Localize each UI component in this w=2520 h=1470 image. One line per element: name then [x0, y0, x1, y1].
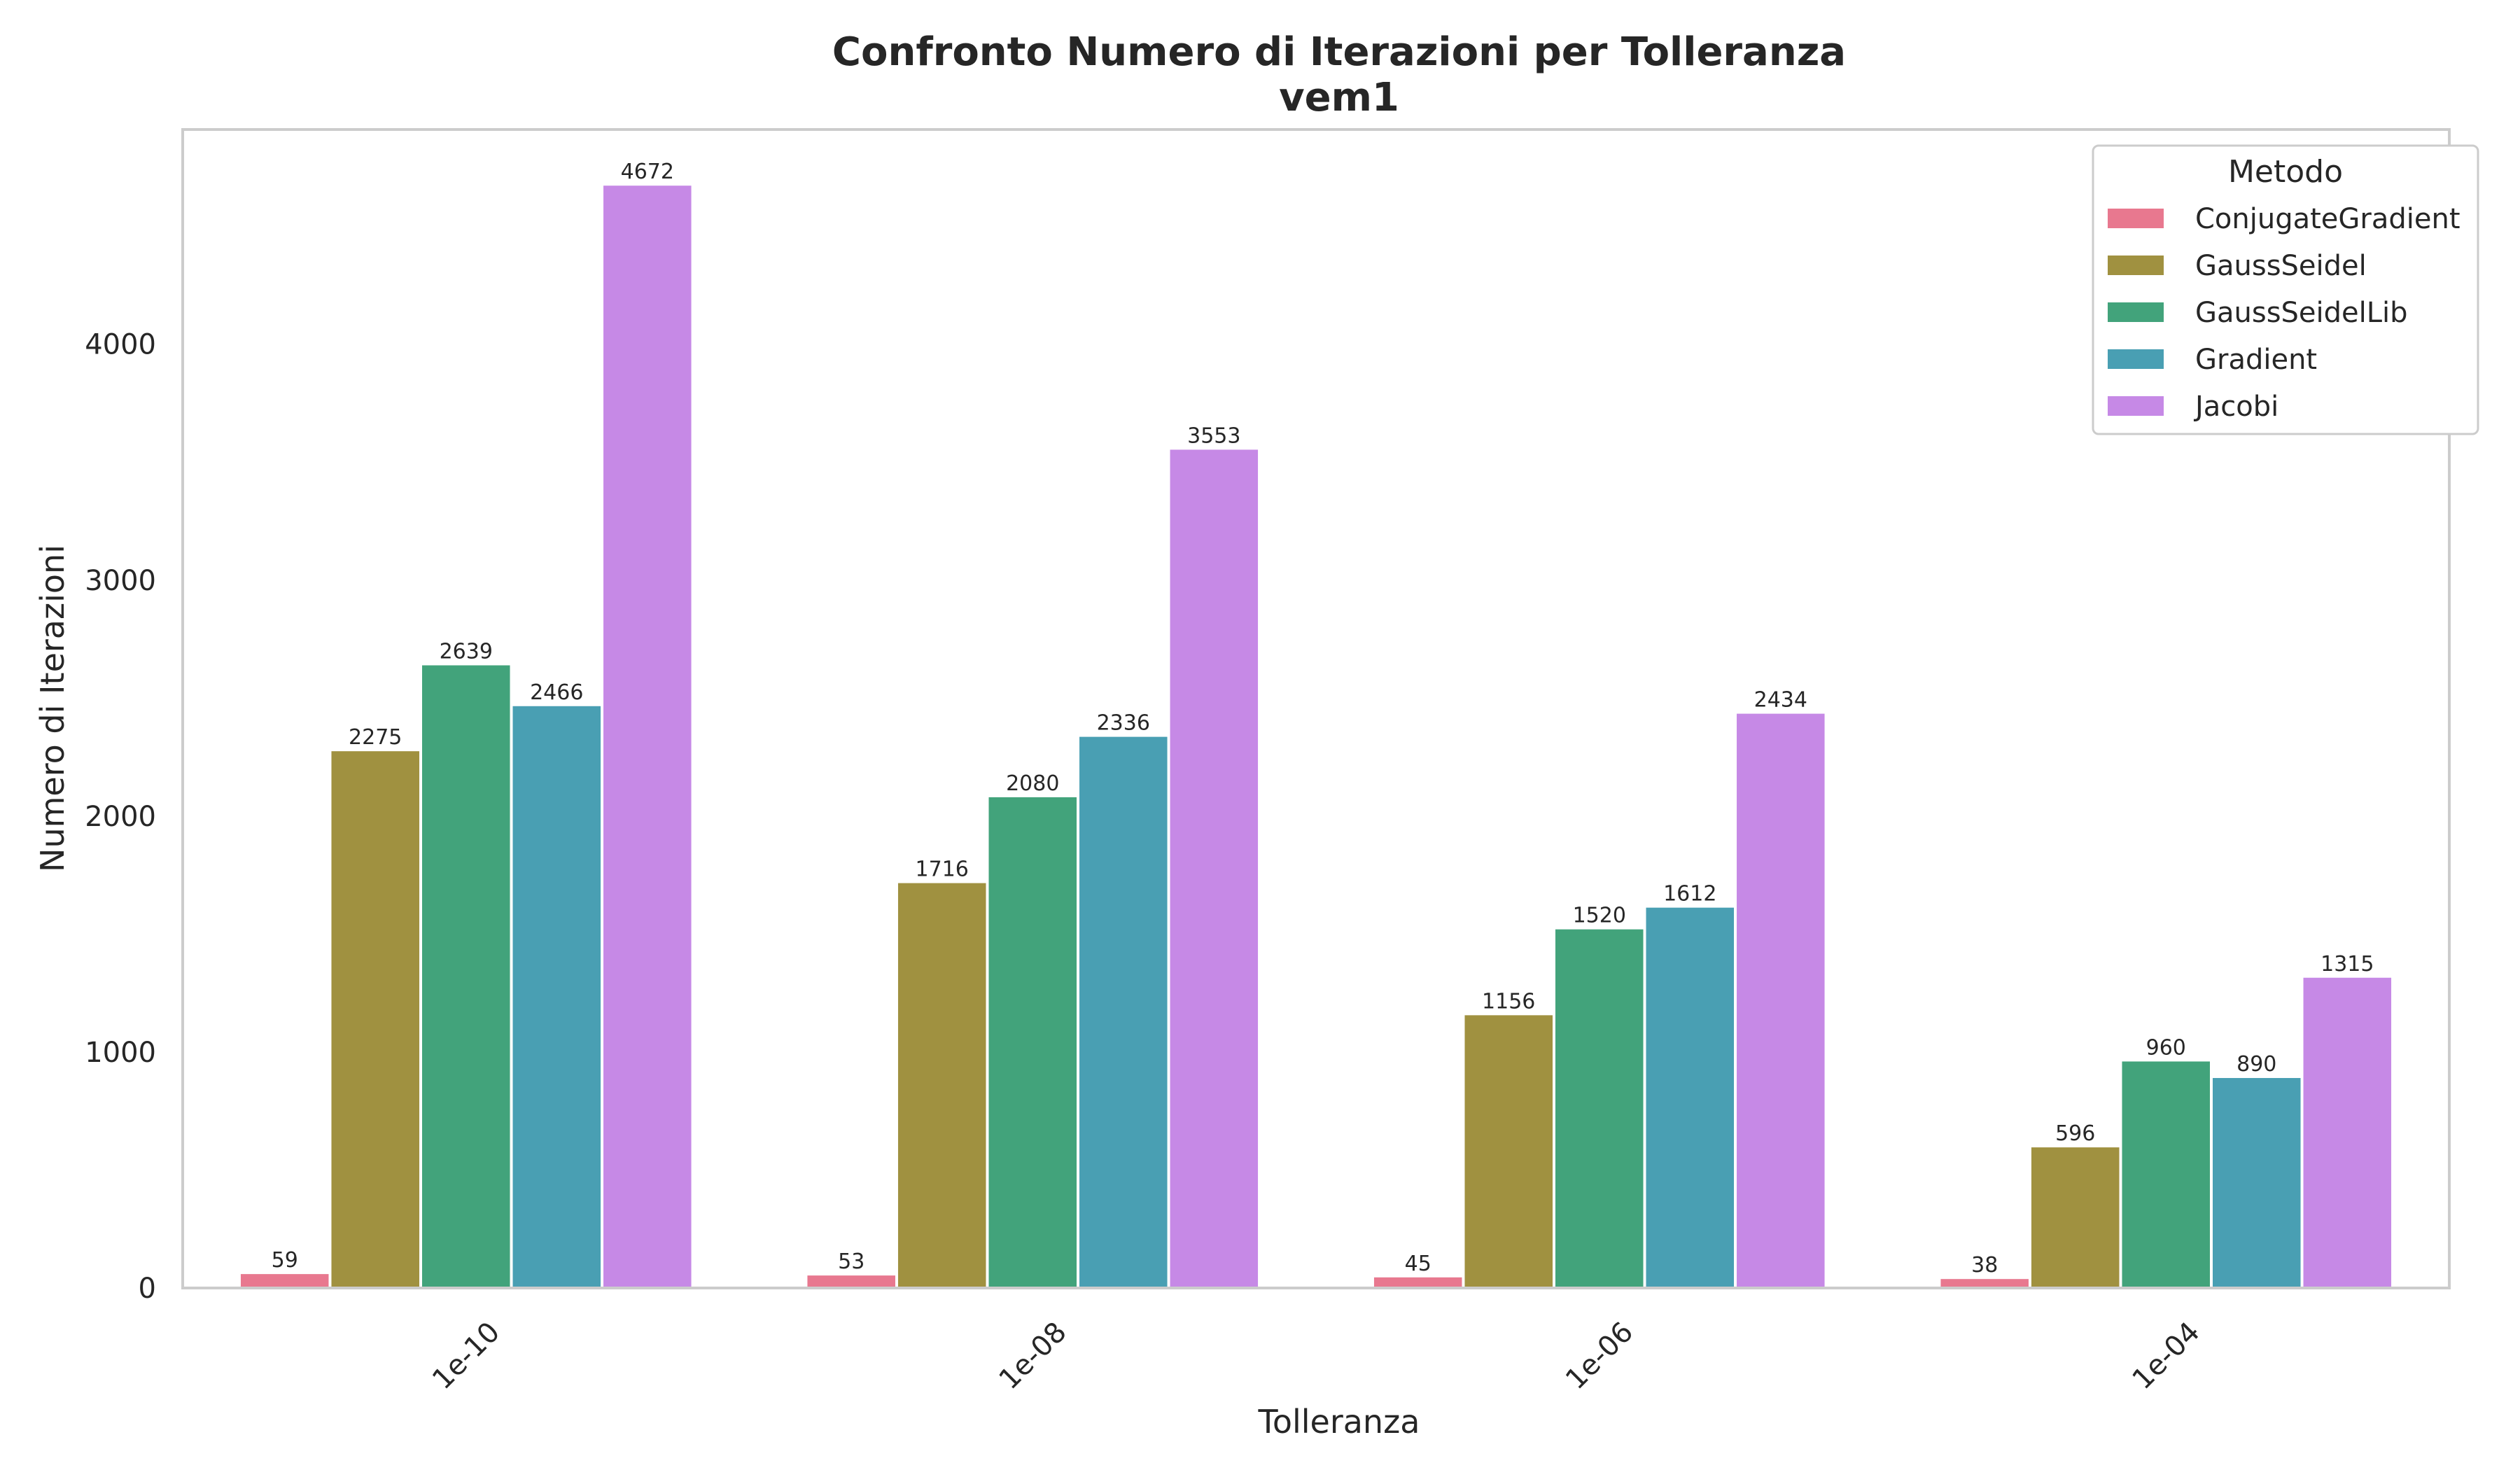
bar-gradient-1e-10: [512, 706, 601, 1288]
legend-label: ConjugateGradient: [2195, 203, 2460, 235]
bar-gaussseidellib-1e-08: [988, 797, 1077, 1288]
bar-gradient-1e-08: [1079, 736, 1168, 1288]
bars-group: [240, 186, 2392, 1289]
x-axis-label: Tolleranza: [1258, 1403, 1420, 1441]
legend: Metodo ConjugateGradient GaussSeidel Gauss…: [2092, 144, 2479, 435]
y-tick-label: 1000: [85, 1037, 156, 1069]
data-label: 38: [1971, 1253, 1998, 1278]
bar-conjugategradient-1e-06: [1373, 1277, 1462, 1288]
legend-swatch-gaussseidellib: [2108, 302, 2164, 322]
chart-subtitle: vem1: [1279, 75, 1399, 120]
legend-label: GaussSeidelLib: [2195, 297, 2408, 329]
data-label: 596: [2055, 1121, 2095, 1146]
data-label: 3553: [1187, 424, 1240, 448]
bar-gaussseidellib-1e-10: [421, 665, 510, 1288]
data-label: 1520: [1573, 904, 1626, 928]
data-label: 59: [272, 1248, 298, 1273]
bar-conjugategradient-1e-10: [240, 1274, 329, 1288]
data-label: 890: [2236, 1052, 2276, 1077]
y-tick-label: 2000: [85, 801, 156, 833]
data-label: 960: [2146, 1035, 2186, 1060]
data-label: 2336: [1097, 711, 1150, 736]
legend-swatch-gaussseidel: [2108, 255, 2164, 275]
legend-label: Jacobi: [2193, 391, 2278, 423]
bar-gradient-1e-06: [1646, 907, 1735, 1288]
bar-conjugategradient-1e-08: [807, 1275, 895, 1288]
y-axis-ticks: 0 1000 2000 3000 4000: [85, 329, 156, 1305]
bar-gaussseidel-1e-06: [1464, 1015, 1553, 1288]
data-label: 1612: [1663, 882, 1716, 906]
y-tick-label: 0: [139, 1273, 156, 1305]
legend-swatch-gradient: [2108, 349, 2164, 369]
bar-gaussseidel-1e-08: [897, 883, 986, 1288]
data-label: 2466: [530, 680, 583, 705]
data-label: 1156: [1482, 989, 1535, 1014]
bar-jacobi-1e-06: [1737, 713, 1825, 1288]
legend-swatch-conjugategradient: [2108, 209, 2164, 228]
legend-swatch-jacobi: [2108, 396, 2164, 416]
bar-jacobi-1e-04: [2303, 977, 2392, 1288]
legend-title: Metodo: [2228, 154, 2343, 190]
data-label: 1716: [916, 858, 969, 882]
plot-frame: [181, 128, 2451, 1289]
data-label: 2639: [440, 639, 493, 664]
legend-items: ConjugateGradient GaussSeidel GaussSeidelL…: [2108, 203, 2460, 423]
data-label: 53: [838, 1250, 864, 1274]
data-label: 4672: [621, 160, 674, 184]
chart-title: Confronto Numero di Iterazioni per Tolle…: [832, 29, 1846, 75]
bar-jacobi-1e-10: [603, 186, 692, 1289]
data-labels-group: 59 2275 2639 2466 4672 53 1716 2080 2336 3553 45 11…: [272, 160, 2374, 1278]
y-tick-label: 3000: [85, 565, 156, 597]
data-label: 1315: [2320, 952, 2374, 976]
legend-label: GaussSeidel: [2195, 250, 2367, 282]
bar-gaussseidellib-1e-04: [2122, 1061, 2211, 1288]
data-label: 2080: [1006, 771, 1059, 796]
data-label: 2434: [1754, 688, 1807, 713]
legend-box: [2092, 144, 2479, 435]
bar-gaussseidellib-1e-06: [1555, 929, 1644, 1288]
bar-gaussseidel-1e-10: [331, 751, 419, 1288]
data-label: 2275: [349, 725, 402, 750]
y-tick-label: 4000: [85, 329, 156, 361]
y-axis-label: Numero di Iterazioni: [34, 545, 71, 872]
bar-jacobi-1e-08: [1170, 449, 1259, 1289]
bar-gradient-1e-04: [2213, 1078, 2301, 1288]
bar-conjugategradient-1e-04: [1940, 1279, 2029, 1288]
bar-gaussseidel-1e-04: [2031, 1147, 2120, 1288]
legend-label: Gradient: [2195, 344, 2317, 376]
data-label: 45: [1405, 1252, 1432, 1276]
